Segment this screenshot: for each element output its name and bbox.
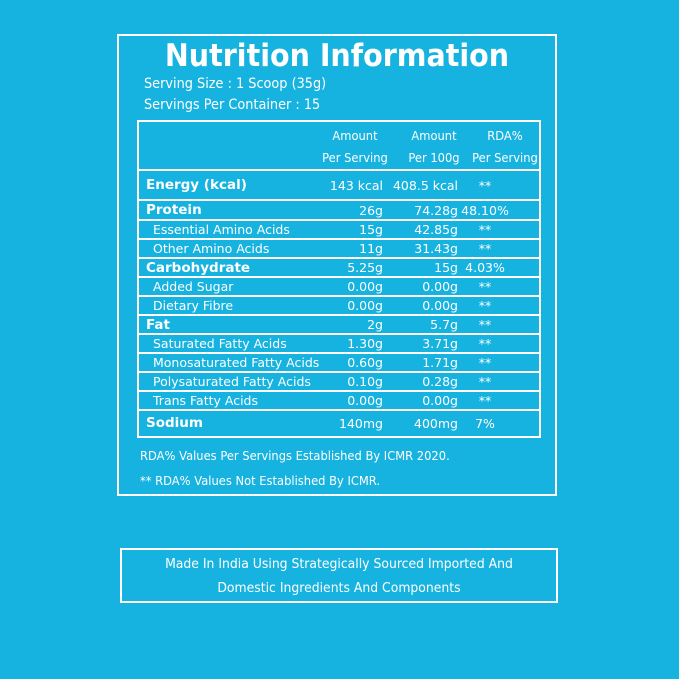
- amount-per-serving: 140mg: [339, 415, 383, 431]
- nutrient-name: Carbohydrate: [146, 259, 251, 276]
- amount-per-serving: 1.30g: [347, 336, 383, 351]
- amount-per-serving: 0.00g: [347, 279, 383, 294]
- nutrition-panel: Nutrition Information Serving Size : 1 S…: [117, 34, 557, 496]
- amount-per-serving: 0.10g: [347, 374, 383, 389]
- table-row: Other Amino Acids 11g 31.43g **: [139, 239, 539, 258]
- amount-per-100g: 0.00g: [422, 279, 458, 294]
- row-divider: [139, 314, 539, 316]
- table-row: Dietary Fibre 0.00g 0.00g **: [139, 296, 539, 315]
- rda-per-serving: **: [478, 279, 492, 294]
- rda-per-serving: **: [478, 222, 492, 237]
- nutrient-name: Monosaturated Fatty Acids: [153, 355, 320, 370]
- nutrient-name: Essential Amino Acids: [153, 222, 290, 237]
- amount-per-100g: 15g: [434, 260, 458, 275]
- table-row: Sodium 140mg 400mg 7%: [139, 410, 539, 436]
- rda-per-serving: **: [478, 317, 492, 332]
- row-divider: [139, 409, 539, 411]
- nutrient-name: Protein: [146, 202, 202, 218]
- rda-per-serving: **: [478, 355, 492, 370]
- header-col3-line1: RDA%: [487, 128, 523, 143]
- rda-per-serving: 7%: [475, 415, 495, 431]
- amount-per-serving: 26g: [359, 202, 383, 218]
- amount-per-serving: 0.00g: [347, 298, 383, 313]
- table-row: Monosaturated Fatty Acids 0.60g 1.71g **: [139, 353, 539, 372]
- amount-per-100g: 74.28g: [414, 202, 458, 218]
- amount-per-100g: 400mg: [414, 415, 458, 431]
- rda-per-serving: 4.03%: [465, 260, 505, 275]
- rda-per-serving: **: [478, 241, 492, 256]
- nutrient-name: Sodium: [146, 415, 203, 431]
- origin-statement: Made In India Using Strategically Source…: [120, 548, 558, 603]
- table-row: Added Sugar 0.00g 0.00g **: [139, 277, 539, 296]
- amount-per-serving: 11g: [359, 241, 383, 256]
- amount-per-100g: 0.00g: [422, 393, 458, 408]
- header-col1-line2: Per Serving: [322, 150, 388, 165]
- row-divider: [139, 295, 539, 297]
- nutrient-name: Energy (kcal): [146, 177, 247, 193]
- table-row: Saturated Fatty Acids 1.30g 3.71g **: [139, 334, 539, 353]
- table-row: Carbohydrate 5.25g 15g 4.03%: [139, 258, 539, 277]
- rda-per-serving: **: [478, 336, 492, 351]
- rda-per-serving: 48.10%: [461, 202, 509, 218]
- table-header: Amount Per Serving Amount Per 100g RDA% …: [139, 122, 539, 170]
- row-divider: [139, 219, 539, 221]
- nutrient-name: Fat: [146, 316, 170, 333]
- nutrient-name: Polysaturated Fatty Acids: [153, 374, 311, 389]
- header-col3-line2: Per Serving: [472, 150, 538, 165]
- servings-per-container: Servings Per Container : 15: [144, 97, 321, 113]
- row-divider: [139, 238, 539, 240]
- amount-per-serving: 0.60g: [347, 355, 383, 370]
- nutrition-table: Amount Per Serving Amount Per 100g RDA% …: [137, 120, 541, 438]
- amount-per-serving: 15g: [359, 222, 383, 237]
- amount-per-serving: 2g: [367, 317, 383, 332]
- origin-line-2: Domestic Ingredients And Components: [217, 580, 461, 596]
- row-divider: [139, 276, 539, 278]
- rda-note: RDA% Values Per Servings Established By …: [140, 448, 450, 463]
- header-col2-line2: Per 100g: [408, 150, 460, 165]
- amount-per-100g: 42.85g: [414, 222, 458, 237]
- amount-per-serving: 0.00g: [347, 393, 383, 408]
- nutrient-name: Trans Fatty Acids: [153, 393, 259, 408]
- row-divider: [139, 333, 539, 335]
- row-divider: [139, 169, 539, 171]
- serving-size: Serving Size : 1 Scoop (35g): [144, 76, 327, 92]
- rda-per-serving: **: [478, 374, 492, 389]
- amount-per-100g: 1.71g: [422, 355, 458, 370]
- amount-per-serving: 5.25g: [347, 260, 383, 275]
- amount-per-100g: 0.00g: [422, 298, 458, 313]
- panel-title: Nutrition Information: [164, 38, 510, 74]
- table-row: Essential Amino Acids 15g 42.85g **: [139, 220, 539, 239]
- header-col2-line1: Amount: [411, 128, 457, 143]
- table-row: Protein 26g 74.28g 48.10%: [139, 200, 539, 220]
- table-row: Trans Fatty Acids 0.00g 0.00g **: [139, 391, 539, 410]
- table-row: Energy (kcal) 143 kcal 408.5 kcal **: [139, 170, 539, 200]
- table-row: Fat 2g 5.7g **: [139, 315, 539, 334]
- table-row: Polysaturated Fatty Acids 0.10g 0.28g **: [139, 372, 539, 391]
- row-divider: [139, 371, 539, 373]
- rda-per-serving: **: [478, 177, 492, 193]
- amount-per-100g: 31.43g: [414, 241, 458, 256]
- nutrient-name: Dietary Fibre: [153, 298, 234, 313]
- rda-per-serving: **: [478, 298, 492, 313]
- rda-per-serving: **: [478, 393, 492, 408]
- nutrient-name: Saturated Fatty Acids: [153, 336, 287, 351]
- rda-not-established-note: ** RDA% Values Not Established By ICMR.: [140, 473, 381, 488]
- origin-line-1: Made In India Using Strategically Source…: [165, 556, 513, 572]
- row-divider: [139, 352, 539, 354]
- amount-per-100g: 408.5 kcal: [392, 177, 458, 193]
- amount-per-100g: 3.71g: [422, 336, 458, 351]
- row-divider: [139, 199, 539, 201]
- nutrient-name: Other Amino Acids: [153, 241, 270, 256]
- amount-per-100g: 5.7g: [430, 317, 458, 332]
- row-divider: [139, 257, 539, 259]
- row-divider: [139, 390, 539, 392]
- amount-per-serving: 143 kcal: [329, 177, 383, 193]
- header-col1-line1: Amount: [332, 128, 378, 143]
- nutrient-name: Added Sugar: [153, 279, 234, 294]
- amount-per-100g: 0.28g: [422, 374, 458, 389]
